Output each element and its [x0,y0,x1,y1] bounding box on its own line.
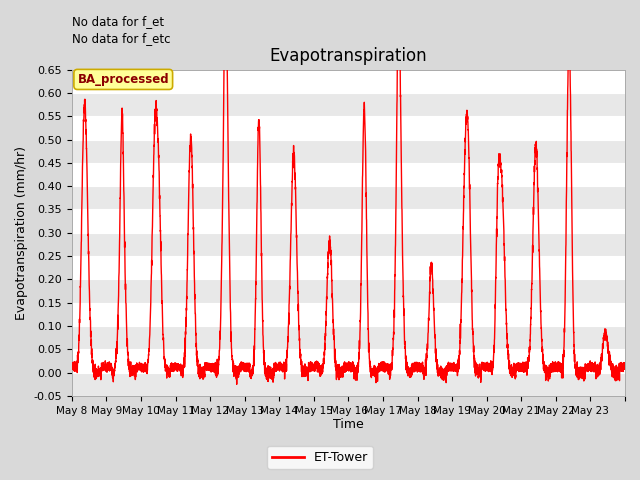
Text: BA_processed: BA_processed [77,73,169,86]
Y-axis label: Evapotranspiration (mm/hr): Evapotranspiration (mm/hr) [15,146,28,320]
Bar [72,372,625,396]
Legend: ET-Tower: ET-Tower [268,446,372,469]
Text: No data for f_et: No data for f_et [72,15,164,28]
Bar [72,279,625,303]
Bar [72,140,625,163]
Title: Evapotranspiration: Evapotranspiration [269,48,428,65]
Bar [72,233,625,256]
Text: No data for f_etc: No data for f_etc [72,32,170,45]
Bar [72,93,625,116]
Bar [72,326,625,349]
X-axis label: Time: Time [333,419,364,432]
Bar [72,186,625,209]
